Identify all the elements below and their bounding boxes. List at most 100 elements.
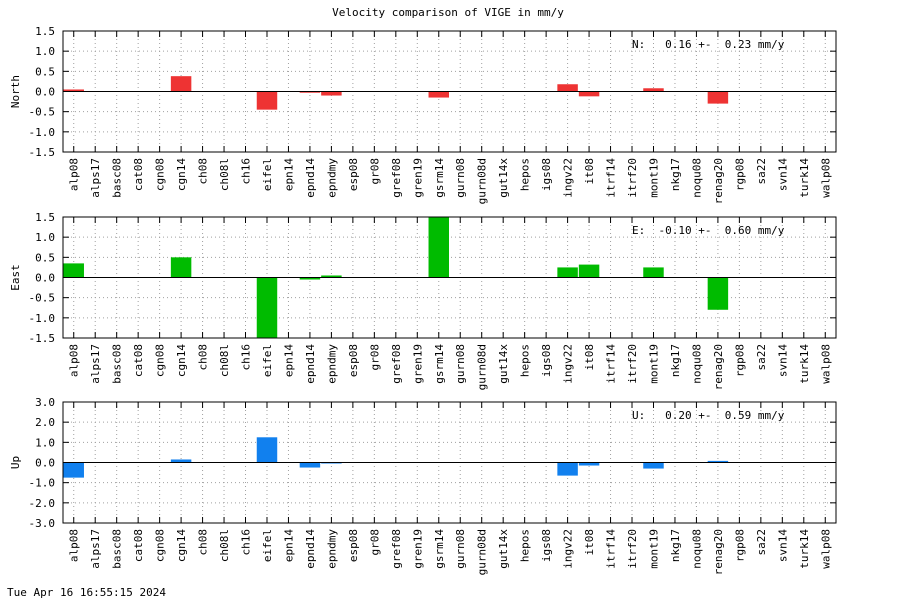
- x-tick-label-cgn14: cgn14: [175, 344, 188, 377]
- y-tick-label: 2.0: [35, 416, 55, 429]
- x-tick-label-alp08: alp08: [68, 158, 81, 191]
- y-tick-label: -1.5: [29, 146, 56, 159]
- x-tick-label-gr08: gr08: [368, 344, 381, 371]
- x-tick-label-gsrm14: gsrm14: [433, 344, 446, 384]
- x-tick-label-epn14: epn14: [282, 529, 295, 562]
- y-tick-label: 0.0: [35, 86, 55, 99]
- x-tick-label-gren19: gren19: [411, 158, 424, 198]
- x-tick-label-nkg17: nkg17: [669, 158, 682, 191]
- x-tick-label-gr08: gr08: [368, 158, 381, 185]
- x-tick-label-basc08: basc08: [111, 529, 124, 569]
- bar-east-gsrm14: [428, 217, 449, 278]
- x-tick-label-gurn08: gurn08: [454, 158, 467, 198]
- x-tick-label-cat08: cat08: [132, 158, 145, 191]
- x-tick-label-turk14: turk14: [798, 158, 811, 198]
- x-tick-label-mont19: mont19: [647, 344, 660, 384]
- bar-up-epnd14: [299, 462, 321, 468]
- x-tick-label-ch08: ch08: [197, 158, 210, 185]
- x-tick-label-turk14: turk14: [798, 344, 811, 384]
- x-tick-label-mont19: mont19: [647, 529, 660, 569]
- plot-border: [62, 216, 837, 339]
- x-tick-label-alps17: alps17: [89, 529, 102, 569]
- y-tick-label: 1.0: [35, 45, 55, 58]
- x-tick-label-gut14x: gut14x: [497, 158, 510, 198]
- y-tick-label: -0.5: [29, 292, 56, 305]
- y-tick-label: 1.0: [35, 436, 55, 449]
- x-tick-label-cgn14: cgn14: [175, 529, 188, 562]
- y-tick-label: 0.0: [35, 457, 55, 470]
- x-tick-label-ch08l: ch08l: [218, 158, 231, 191]
- x-tick-label-ch16: ch16: [240, 158, 253, 185]
- x-tick-label-walp08: walp08: [819, 158, 832, 198]
- x-tick-label-cat08: cat08: [132, 344, 145, 377]
- x-tick-label-epndmy: epndmy: [325, 344, 338, 384]
- x-tick-label-alp08: alp08: [68, 529, 81, 562]
- x-tick-label-gr08: gr08: [368, 529, 381, 556]
- x-tick-label-itrf20: itrf20: [626, 529, 639, 569]
- y-tick-label: -1.0: [29, 126, 56, 139]
- bar-east-mont19: [643, 267, 664, 278]
- x-tick-label-gref08: gref08: [390, 529, 403, 569]
- bar-east-alp08: [63, 263, 84, 278]
- x-tick-label-gut14x: gut14x: [497, 344, 510, 384]
- bar-north-eifel: [256, 91, 278, 110]
- x-tick-label-ch08l: ch08l: [218, 529, 231, 562]
- x-tick-label-gurn08: gurn08: [454, 344, 467, 384]
- plot-border: [62, 30, 837, 153]
- x-tick-label-sa22: sa22: [755, 529, 768, 556]
- x-tick-label-esp08: esp08: [347, 344, 360, 377]
- x-tick-label-epnd14: epnd14: [304, 158, 317, 198]
- x-tick-label-ingv22: ingv22: [562, 344, 575, 384]
- x-tick-label-itrf20: itrf20: [626, 344, 639, 384]
- y-axis-label: North: [9, 75, 22, 108]
- bar-north-ingv22: [557, 84, 578, 92]
- panel-north: 1.5 1.0 0.5 0.0 -0.5 -1.0 -1.5 alp08 alps17 basc0…: [9, 25, 837, 204]
- summary-up: U: 0.20 +- 0.59 mm/y: [632, 409, 785, 422]
- x-tick-label-epndmy: epndmy: [325, 158, 338, 198]
- x-tick-label-ch08: ch08: [197, 529, 210, 556]
- x-tick-label-rgp08: rgp08: [733, 344, 746, 377]
- x-tick-label-gurn08d: gurn08d: [476, 529, 489, 575]
- y-tick-label: -1.5: [29, 332, 56, 345]
- x-tick-label-noqu08: noqu08: [690, 344, 703, 384]
- x-tick-label-cgn08: cgn08: [154, 344, 167, 377]
- x-tick-label-sa22: sa22: [755, 344, 768, 371]
- summary-east: E: -0.10 +- 0.60 mm/y: [632, 224, 785, 237]
- bar-up-eifel: [256, 437, 278, 463]
- x-tick-label-epn14: epn14: [282, 158, 295, 191]
- x-tick-label-gren19: gren19: [411, 529, 424, 569]
- bar-north-alp08: [63, 89, 84, 92]
- x-tick-label-gurn08d: gurn08d: [476, 158, 489, 204]
- x-tick-label-cat08: cat08: [132, 529, 145, 562]
- bar-up-alp08: [63, 462, 84, 478]
- y-tick-label: -2.0: [29, 497, 56, 510]
- x-tick-label-mont19: mont19: [647, 158, 660, 198]
- x-tick-label-basc08: basc08: [111, 344, 124, 384]
- x-tick-label-epnd14: epnd14: [304, 529, 317, 569]
- x-tick-label-epn14: epn14: [282, 344, 295, 377]
- x-tick-label-noqu08: noqu08: [690, 158, 703, 198]
- x-tick-label-it08: it08: [583, 344, 596, 371]
- x-tick-label-eifel: eifel: [261, 158, 274, 191]
- panel-east: 1.5 1.0 0.5 0.0 -0.5 -1.0 -1.5 alp08 alps17 basc0…: [9, 211, 837, 390]
- x-tick-label-gsrm14: gsrm14: [433, 529, 446, 569]
- x-tick-label-itrf14: itrf14: [605, 529, 618, 569]
- x-tick-label-ch16: ch16: [240, 529, 253, 556]
- y-tick-label: 1.5: [35, 25, 55, 38]
- x-tick-label-ch16: ch16: [240, 344, 253, 371]
- x-tick-label-walp08: walp08: [819, 529, 832, 569]
- bar-north-it08: [578, 91, 600, 97]
- bar-north-cgn14: [170, 76, 192, 92]
- y-tick-label: 0.5: [35, 65, 55, 78]
- y-axis-label: East: [9, 264, 22, 291]
- x-tick-label-cgn14: cgn14: [175, 158, 188, 191]
- x-tick-label-walp08: walp08: [819, 344, 832, 384]
- x-tick-label-cgn08: cgn08: [154, 529, 167, 562]
- y-tick-label: -3.0: [29, 517, 56, 530]
- plot-border: [62, 401, 837, 524]
- x-tick-label-cgn08: cgn08: [154, 158, 167, 191]
- x-tick-label-itrf14: itrf14: [605, 158, 618, 198]
- y-tick-label: -0.5: [29, 106, 56, 119]
- x-tick-label-esp08: esp08: [347, 158, 360, 191]
- bar-up-it08: [578, 462, 600, 466]
